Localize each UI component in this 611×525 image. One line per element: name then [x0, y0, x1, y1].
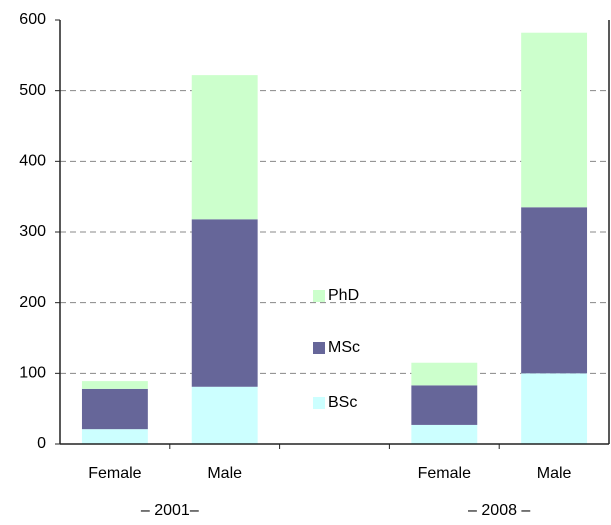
- bar-segment: [411, 362, 478, 386]
- legend-swatch: [313, 290, 325, 302]
- group-label: – 2008 –: [468, 502, 530, 519]
- bar-segment: [411, 424, 478, 444]
- legend-label: MSc: [328, 339, 360, 356]
- legend-swatch: [313, 342, 325, 354]
- bar-segment: [521, 207, 588, 374]
- bar-segment: [191, 219, 258, 387]
- y-tick-label: 400: [19, 153, 46, 170]
- bar-segment: [81, 429, 148, 444]
- group-label: – 2001–: [141, 502, 199, 519]
- y-tick-label: 600: [19, 11, 46, 28]
- y-tick-label: 500: [19, 82, 46, 99]
- legend-label: BSc: [328, 394, 357, 411]
- bar-segment: [191, 75, 258, 220]
- bar-segment: [191, 386, 258, 444]
- x-tick-label: Female: [418, 465, 471, 482]
- legend-label: PhD: [328, 287, 359, 304]
- y-tick-label: 0: [37, 435, 46, 452]
- x-tick-label: Male: [537, 465, 572, 482]
- bar-segment: [81, 388, 148, 430]
- y-tick-label: 200: [19, 294, 46, 311]
- bar-segment: [521, 32, 588, 208]
- x-tick-label: Male: [207, 465, 242, 482]
- legend-swatch: [313, 397, 325, 409]
- x-tick-label: Female: [88, 465, 141, 482]
- y-tick-label: 100: [19, 365, 46, 382]
- y-tick-label: 300: [19, 223, 46, 240]
- bar-segment: [521, 373, 588, 444]
- bar-segment: [411, 385, 478, 425]
- bar-segment: [81, 381, 148, 389]
